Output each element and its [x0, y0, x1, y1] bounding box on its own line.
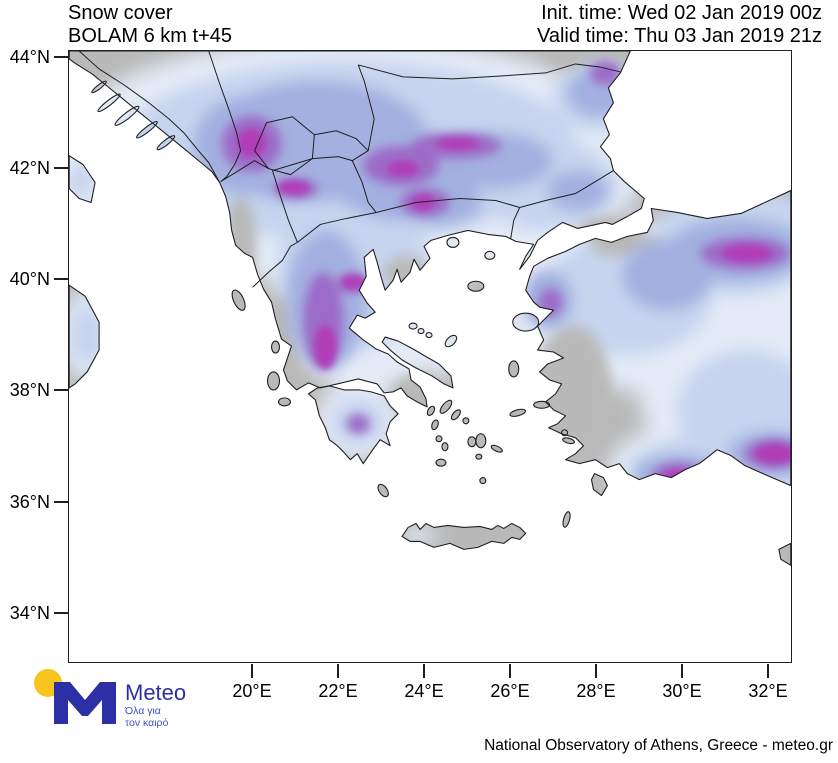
lon-label-22e: 22°E [318, 681, 358, 701]
title-block: Snow cover BOLAM 6 km t+45 [68, 2, 232, 48]
time-block: Init. time: Wed 02 Jan 2019 00z Valid ti… [537, 2, 822, 48]
product-title: Snow cover [68, 2, 173, 24]
lat-tick-mark [54, 278, 68, 280]
lon-label-20e: 20°E [232, 681, 272, 701]
lat-label-40n: 40°N [9, 269, 50, 289]
lon-tick-mark [337, 664, 339, 678]
lon-tick-mark [509, 664, 511, 678]
country-borders [78, 51, 621, 288]
lon-tick-mark [251, 664, 253, 678]
lon-tick-mark [681, 664, 683, 678]
snow-extreme-layer [236, 128, 791, 486]
snow-cover-map [69, 51, 791, 662]
lat-tick-mark [54, 612, 68, 614]
model-title: BOLAM 6 km t+45 [68, 25, 232, 47]
meteo-logo: Meteo Όλα για τον καιρό [34, 669, 186, 728]
lon-label-30e: 30°E [662, 681, 702, 701]
lon-tick-mark [595, 664, 597, 678]
logo-tagline-line2: τον καιρό [125, 717, 169, 728]
lat-tick-mark [54, 501, 68, 503]
lon-label-26e: 26°E [490, 681, 530, 701]
lat-label-36n: 36°N [9, 492, 50, 512]
lat-tick-mark [54, 56, 68, 58]
lon-label-32e: 32°E [748, 681, 788, 701]
lon-label-24e: 24°E [404, 681, 444, 701]
logo-brand-text: Meteo [125, 680, 186, 705]
init-time: Init. time: Wed 02 Jan 2019 00z [541, 2, 822, 24]
lat-label-38n: 38°N [9, 380, 50, 400]
lon-tick-mark [423, 664, 425, 678]
lat-label-44n: 44°N [9, 47, 50, 67]
logo-m-icon [54, 682, 116, 724]
snow-cover-field [69, 51, 791, 546]
attribution-text: National Observatory of Athens, Greece -… [484, 737, 833, 754]
lat-label-34n: 34°N [9, 603, 50, 623]
lon-tick-mark [767, 664, 769, 678]
lat-tick-mark [54, 389, 68, 391]
lat-label-42n: 42°N [9, 158, 50, 178]
logo-tagline-line1: Όλα για [124, 705, 161, 717]
lon-label-28e: 28°E [576, 681, 616, 701]
valid-time: Valid time: Thu 03 Jan 2019 21z [537, 25, 822, 47]
map-canvas [68, 50, 792, 663]
lat-tick-mark [54, 167, 68, 169]
